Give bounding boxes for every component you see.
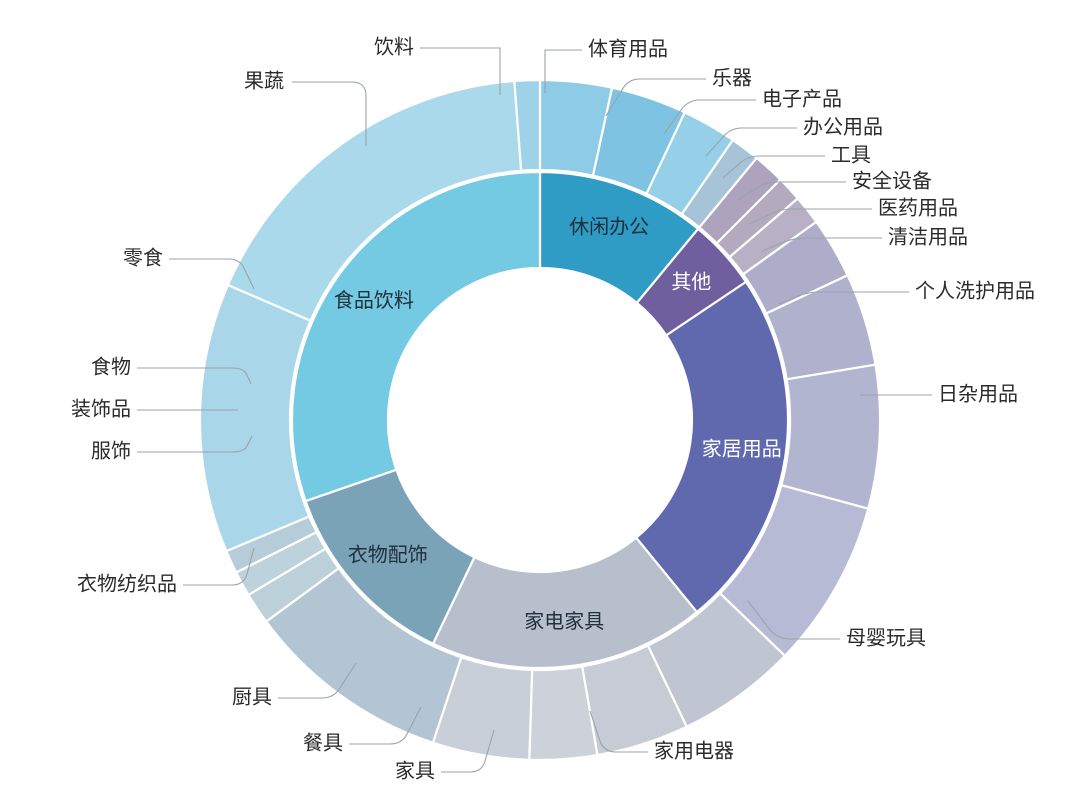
sunburst-segment-outer[interactable] (513, 78, 542, 172)
outer-ring-label: 果蔬 (244, 69, 284, 93)
inner-ring-label: 其他 (671, 270, 711, 294)
outer-ring-label: 清洁用品 (888, 225, 968, 249)
leader-line-个人洗护用品 (778, 291, 909, 305)
outer-ring-group (198, 78, 882, 762)
outer-ring-label: 食物 (91, 355, 131, 379)
outer-ring-label: 母婴玩具 (846, 626, 926, 650)
outer-ring-label: 装饰品 (71, 397, 131, 421)
leader-line-电子产品 (663, 99, 756, 135)
outer-ring-label: 安全设备 (852, 169, 932, 193)
inner-ring-group (290, 170, 790, 670)
inner-ring-label: 食品饮料 (334, 288, 414, 312)
leader-line-餐具 (349, 706, 422, 745)
outer-ring-label: 电子产品 (762, 87, 842, 111)
outer-ring-label: 零食 (123, 246, 163, 270)
outer-ring-label: 体育用品 (588, 37, 668, 61)
leader-line-家用电器 (589, 710, 648, 753)
leader-line-家具 (441, 729, 495, 773)
sunburst-segment-inner[interactable] (290, 170, 542, 503)
leader-line-衣物纺织品 (183, 547, 255, 586)
outer-ring-label: 家具 (395, 759, 435, 783)
outer-ring-label: 衣物纺织品 (77, 572, 177, 596)
outer-ring-label: 个人洗护用品 (915, 279, 1035, 303)
leader-line-工具 (722, 155, 825, 179)
sunburst-segment-outer[interactable] (780, 363, 882, 510)
leader-line-办公用品 (705, 127, 797, 157)
outer-ring-label: 家用电器 (654, 739, 734, 763)
outer-ring-label: 餐具 (303, 731, 343, 755)
leader-line-厨具 (278, 662, 357, 699)
inner-ring-label: 衣物配饰 (348, 542, 428, 566)
leader-line-零食 (169, 258, 255, 290)
leader-line-清洁用品 (761, 237, 882, 252)
leader-line-服饰 (137, 435, 253, 453)
leader-line-乐器 (605, 78, 706, 117)
leader-line-体育用品 (544, 49, 582, 93)
leader-line-果蔬 (292, 81, 367, 146)
outer-ring-label: 工具 (831, 143, 871, 167)
inner-ring-label: 休闲办公 (569, 215, 649, 239)
outer-ring-label: 办公用品 (803, 115, 883, 139)
outer-ring-label: 服饰 (91, 439, 131, 463)
leader-line-食物 (137, 367, 252, 385)
outer-ring-label: 乐器 (712, 66, 752, 90)
inner-ring-label: 家电家具 (524, 609, 604, 633)
inner-ring-label: 家居用品 (702, 437, 782, 461)
sunburst-segment-inner[interactable] (635, 280, 790, 614)
leader-line-饮料 (420, 47, 501, 95)
leader-lines-group (137, 47, 932, 773)
outer-ring-label: 日杂用品 (938, 382, 1018, 406)
outer-ring-label: 饮料 (374, 35, 414, 59)
leader-line-母婴玩具 (747, 600, 840, 640)
leader-line-安全设备 (737, 181, 846, 201)
outer-ring-label: 医药用品 (878, 196, 958, 220)
leader-line-医药用品 (749, 208, 872, 225)
sunburst-segment-inner[interactable] (431, 536, 698, 670)
outer-ring-label: 厨具 (232, 685, 272, 709)
